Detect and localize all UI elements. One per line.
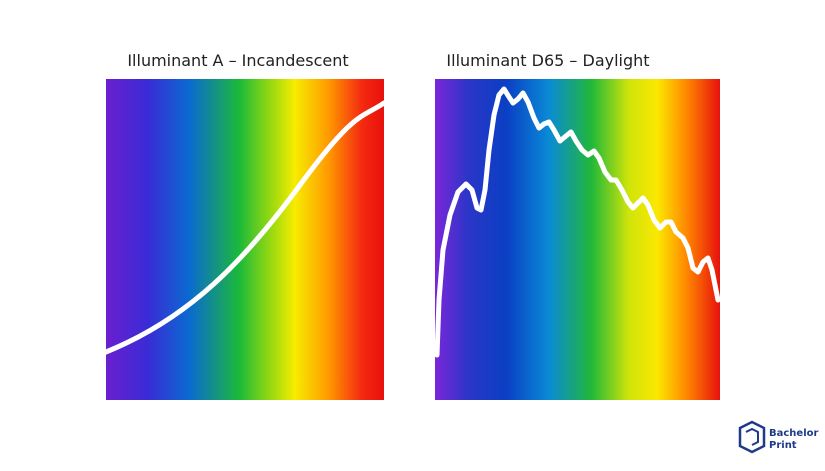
panel-title: Illuminant D65 – Daylight <box>446 51 649 70</box>
logo-text: Print <box>769 440 797 451</box>
logo-text: Bachelor <box>769 428 818 439</box>
spectrum <box>106 79 384 400</box>
logo: Bachelor Print <box>738 420 818 454</box>
curve <box>103 100 387 355</box>
panel-title: Illuminant A – Incandescent <box>127 51 348 70</box>
spectrum <box>435 79 720 400</box>
curve <box>434 86 721 358</box>
